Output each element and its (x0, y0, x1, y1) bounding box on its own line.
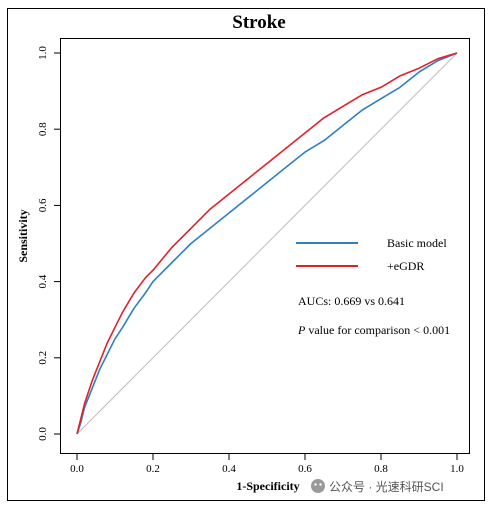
y-tick-label: 1.0 (37, 46, 49, 60)
legend-label-egdr: +eGDR (387, 259, 424, 273)
x-tick-label: 0.8 (374, 463, 388, 475)
x-tick-label: 0.2 (146, 463, 160, 475)
y-axis: 0.0 0.2 0.4 0.6 0.8 1.0 (37, 46, 61, 441)
chart-title: Stroke (232, 12, 285, 33)
reference-diagonal (76, 52, 458, 435)
wechat-icon-eye-right (319, 483, 322, 486)
wechat-icon (311, 479, 325, 493)
y-axis-label: Sensitivity (16, 209, 30, 262)
auc-annotation: AUCs: 0.669 vs 0.641 (298, 294, 405, 308)
p-italic: P (297, 323, 306, 337)
y-tick-label: 0.0 (37, 427, 49, 441)
legend: Basic model +eGDR (296, 236, 447, 273)
x-axis: 0.0 0.2 0.4 0.6 0.8 1.0 (70, 453, 464, 475)
x-tick-label: 0.6 (298, 463, 312, 475)
p-value-annotation: P value for comparison < 0.001 (297, 323, 450, 337)
y-tick-label: 0.8 (37, 122, 49, 136)
y-tick-label: 0.2 (37, 351, 49, 365)
x-tick-label: 1.0 (450, 463, 464, 475)
series-line-basic-model (76, 52, 458, 435)
y-tick-label: 0.4 (37, 274, 49, 288)
watermark-text: 公众号 · 光速科研SCI (329, 480, 444, 494)
plot-area (60, 38, 470, 454)
p-rest: value for comparison < 0.001 (305, 323, 450, 337)
figure-frame (7, 8, 485, 501)
x-tick-label: 0.0 (70, 463, 84, 475)
series-line-egdr (76, 52, 458, 435)
series-layer (76, 52, 458, 435)
legend-label-basic-model: Basic model (387, 236, 447, 250)
x-axis-label: 1-Specificity (236, 479, 299, 493)
x-tick-label: 0.4 (222, 463, 236, 475)
y-tick-label: 0.6 (37, 198, 49, 212)
watermark: 公众号 · 光速科研SCI (311, 479, 444, 494)
wechat-icon-eye-left (314, 483, 317, 486)
